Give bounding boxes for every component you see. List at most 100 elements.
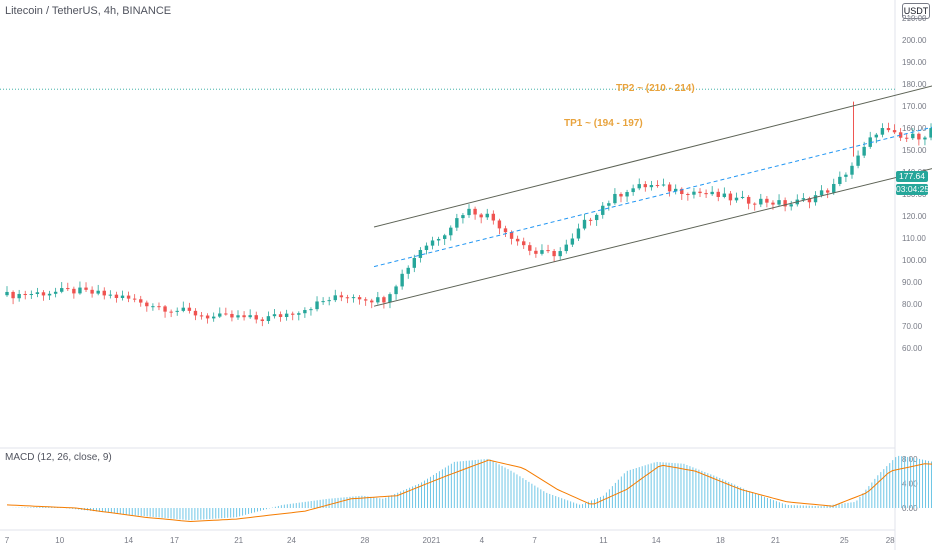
candle-down [363,299,368,301]
candle-up [880,128,885,135]
x-tick-label: 25 [840,536,849,545]
candle-up [594,214,599,221]
candle-up [613,193,617,204]
candle-up [284,313,289,317]
candle-up [540,250,544,254]
candle-down [643,184,648,188]
candle-down [339,295,344,298]
macd-label[interactable]: MACD (12, 26, close, 9) [5,452,112,463]
candle-up [272,314,277,317]
candle-up [844,174,848,177]
candle-up [819,190,824,196]
candle-up [625,192,629,197]
candle-up [789,204,793,207]
candle-up [759,198,763,205]
candle-down [728,193,733,201]
candle-up [211,316,216,319]
candle-up [248,315,252,318]
candle-up [78,287,82,294]
candle-up [710,191,714,195]
x-tick-label: 18 [716,536,725,545]
candle-down [260,319,265,322]
x-tick-label: 21 [234,536,243,545]
x-tick-label: 17 [170,536,179,545]
tp1-label: TP1 ~ (194 - 197) [564,118,643,129]
candle-down [892,130,897,133]
candle-down [528,245,532,251]
candle-down [825,190,830,193]
candle-down [41,292,46,296]
macd-y-tick-label: 4.00 [902,479,918,488]
x-tick-label: 2021 [422,536,440,545]
candle-down [126,295,131,299]
candle-up [461,215,465,219]
candle-up [570,238,575,245]
candle-down [66,288,70,290]
candle-up [838,176,842,184]
candle-up [856,155,860,166]
candle-up [303,310,307,314]
countdown-tag: 03:04:25 [896,184,930,195]
macd-y-tick-label: 0.00 [902,504,918,513]
candle-up [108,294,113,296]
candle-down [242,315,246,318]
candle-down [230,313,234,318]
candle-up [868,137,872,147]
candle-down [357,297,362,300]
candle-up [333,295,337,301]
candle-down [169,311,173,313]
candle-up [151,306,155,308]
candle-up [53,291,58,294]
candle-up [740,196,745,198]
x-tick-label: 14 [652,536,661,545]
candle-down [552,250,556,257]
symbol-header[interactable]: Litecoin / TetherUS, 4h, BINANCE [5,5,172,17]
y-tick-label: 110.00 [902,234,926,243]
channel-mid-line [373,126,932,268]
candle-up [862,146,866,156]
candle-up [850,165,854,175]
candle-down [114,294,119,299]
candle-up [400,273,404,287]
x-tick-label: 7 [5,536,10,545]
currency-badge[interactable]: USDT [902,3,930,19]
candle-up [17,293,21,299]
candle-down [515,238,520,242]
candle-up [376,297,380,303]
x-tick-label: 14 [124,536,133,545]
x-tick-label: 24 [287,536,296,545]
candle-up [236,315,240,318]
candle-down [23,293,27,296]
macd-y-tick-label: 8.00 [902,455,918,464]
candle-down [193,310,198,316]
candle-up [218,313,222,317]
candle-up [29,294,34,296]
candle-down [473,208,477,215]
candle-down [753,203,757,205]
candle-up [436,238,441,241]
currency-badge-subtext: ZKCGO [907,16,925,22]
candle-down [698,191,702,194]
candle-down [716,191,720,197]
y-tick-label: 90.00 [902,278,923,287]
x-tick-label: 21 [771,536,780,545]
candle-down [746,196,751,204]
candle-down [199,315,204,317]
candle-down [546,250,550,252]
candle-down [765,198,769,203]
candle-down [278,314,283,317]
candle-down [503,228,508,233]
x-tick-label: 4 [480,536,485,545]
y-tick-label: 200.00 [902,36,927,45]
candle-up [60,288,64,292]
candle-up [388,294,392,303]
y-tick-label: 60.00 [902,344,923,353]
candle-down [145,302,149,307]
candle-up [607,203,611,206]
candle-down [139,299,143,303]
candle-up [120,295,125,299]
candle-up [722,193,727,197]
macd-signal-line [6,459,932,523]
